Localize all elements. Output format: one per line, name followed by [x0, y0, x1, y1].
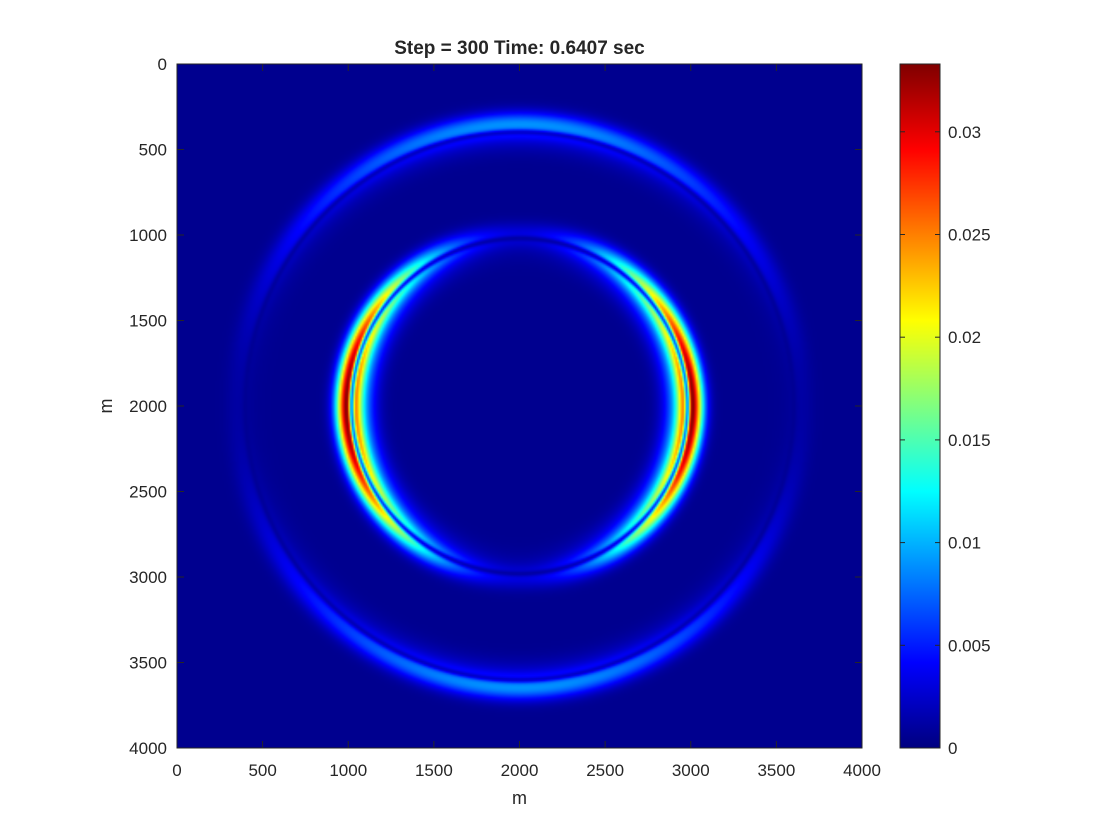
heatmap-image: [177, 64, 862, 748]
x-tick-label: 0: [172, 761, 181, 780]
y-tick-label: 2000: [129, 397, 167, 416]
y-axis-label: m: [96, 399, 116, 414]
colorbar-scale: [900, 64, 940, 748]
colorbar-tick-label: 0.02: [948, 328, 981, 347]
colorbar-tick-label: 0.015: [948, 431, 991, 450]
y-tick-label: 3000: [129, 568, 167, 587]
y-tick-label: 2500: [129, 483, 167, 502]
colorbar: 0 0.005 0.01 0.015 0.02 0.025 0.03: [899, 63, 991, 758]
y-tick-label: 0: [158, 55, 167, 74]
colorbar-frame: [899, 63, 941, 749]
x-tick-label: 3000: [672, 761, 710, 780]
colorbar-tick-label: 0.01: [948, 534, 981, 553]
colorbar-tick-label: 0.03: [948, 123, 981, 142]
y-tick-label: 1500: [129, 312, 167, 331]
x-tick-label: 3500: [757, 761, 795, 780]
y-tick-label: 4000: [129, 739, 167, 758]
x-tick-label: 500: [248, 761, 276, 780]
colorbar-tick-label: 0.025: [948, 225, 991, 244]
x-tick-label: 2500: [586, 761, 624, 780]
x-axis-label: m: [512, 788, 527, 808]
x-tick-label: 2000: [501, 761, 539, 780]
x-axis: 0 500 1000 1500 2000 2500 3000 3500 4000: [172, 64, 881, 780]
y-axis: 0 500 1000 1500 2000 2500 3000 3500 4000: [129, 55, 862, 758]
chart-title: Step = 300 Time: 0.6407 sec: [394, 38, 645, 59]
x-tick-label: 1500: [415, 761, 453, 780]
y-tick-label: 3500: [129, 654, 167, 673]
x-tick-label: 4000: [843, 761, 881, 780]
x-tick-label: 1000: [329, 761, 367, 780]
plot-area: [176, 63, 863, 749]
colorbar-tick-label: 0.005: [948, 636, 991, 655]
y-tick-label: 1000: [129, 226, 167, 245]
y-tick-label: 500: [139, 141, 167, 160]
colorbar-tick-label: 0: [948, 739, 957, 758]
colorbar-ticks: 0 0.005 0.01 0.015 0.02 0.025 0.03: [900, 123, 991, 758]
